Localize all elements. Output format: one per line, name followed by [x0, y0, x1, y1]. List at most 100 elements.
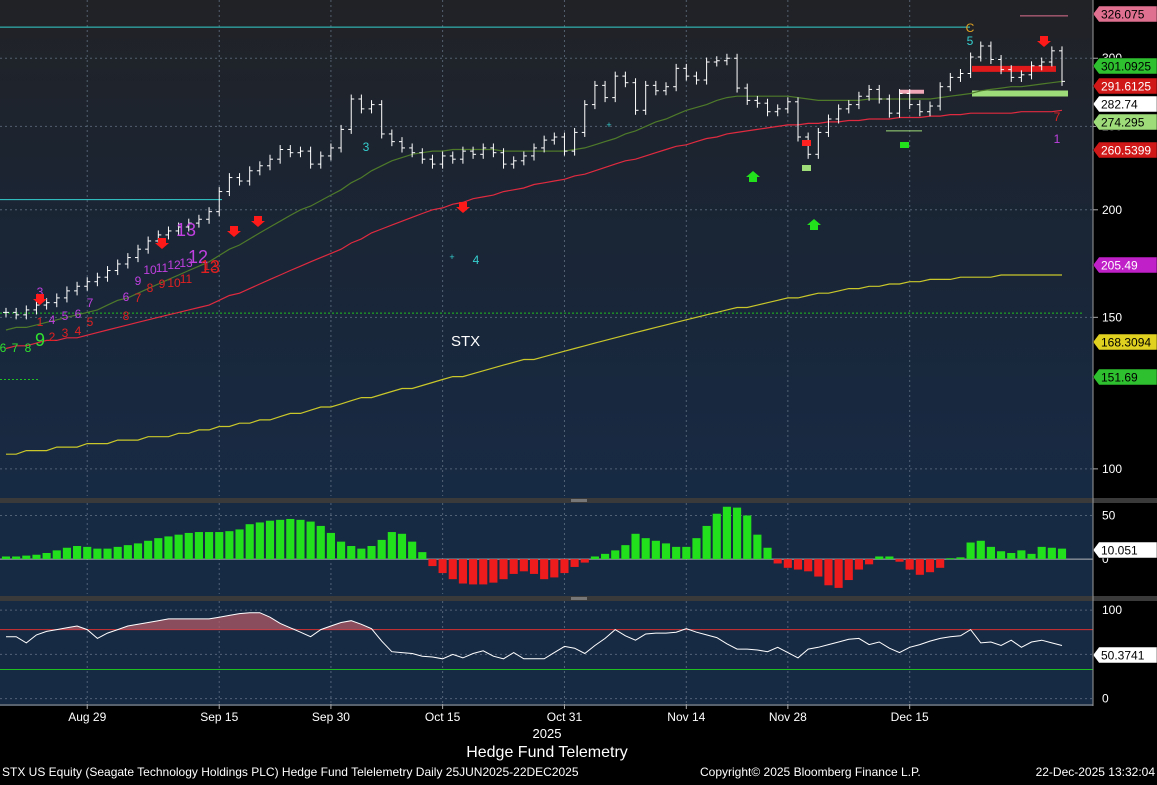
histogram-bar: [540, 559, 549, 580]
histogram-bar: [83, 546, 92, 560]
histogram-bar: [469, 559, 478, 585]
signal-block: [802, 140, 811, 146]
x-tick-label: Nov 28: [769, 710, 807, 724]
count-marker: 5: [62, 309, 69, 323]
histogram-bar: [326, 532, 335, 560]
oscillator-line: [6, 612, 1063, 660]
x-tick-label: Sep 15: [200, 710, 238, 724]
panel-separator[interactable]: [571, 499, 587, 502]
ohlc-bars: [3, 41, 1065, 320]
y-tick-label: 0: [1102, 692, 1109, 706]
count-marker: +: [606, 120, 611, 130]
ticker-annotation: STX: [451, 333, 480, 350]
histogram-bar: [276, 519, 285, 560]
histogram-bar: [986, 546, 995, 560]
count-marker: 12: [167, 258, 181, 272]
level-lines: [0, 15, 1082, 381]
count-marker: 9: [159, 277, 166, 291]
count-marker: 7: [12, 341, 19, 355]
count-marker: 10: [167, 276, 181, 290]
histogram-bar: [194, 532, 203, 560]
y-tick-label: 200: [1102, 203, 1122, 217]
histogram-bar: [367, 546, 376, 560]
count-marker: 5: [967, 34, 974, 48]
count-marker: 1: [37, 315, 44, 329]
sell-arrow-icon: [155, 238, 169, 249]
histogram-bar: [783, 559, 792, 568]
count-marker: 10: [143, 263, 157, 277]
count-marker: 6: [75, 307, 82, 321]
count-marker: 6: [0, 341, 7, 355]
histogram-bar: [590, 556, 599, 560]
histogram-bar: [631, 533, 640, 560]
y-tick-label: 100: [1102, 603, 1122, 617]
price-label: 260.5399: [1092, 141, 1157, 159]
signal-block: [802, 165, 811, 171]
price-label: 301.0925: [1092, 57, 1157, 75]
histogram-bar: [1007, 552, 1016, 560]
histogram-bar: [702, 525, 711, 560]
count-marker: 3: [37, 285, 44, 299]
histogram-bar: [144, 540, 153, 560]
panel-separator[interactable]: [571, 597, 587, 600]
count-marker: 4: [473, 253, 480, 267]
momentum-panel-bg: [0, 503, 1093, 596]
count-marker: 13: [176, 220, 196, 240]
histogram-bar: [753, 534, 762, 560]
histogram-bar: [377, 539, 386, 560]
histogram-bar: [337, 541, 346, 560]
price-label-text: 205.49: [1101, 259, 1138, 273]
histogram-bar: [580, 559, 589, 563]
histogram-bar: [408, 541, 417, 560]
price-label-text: 260.5399: [1101, 144, 1151, 158]
x-tick-label: Oct 15: [425, 710, 461, 724]
price-label-text: 168.3094: [1101, 336, 1151, 350]
histogram-bar: [133, 543, 143, 560]
histogram-bar: [895, 559, 904, 562]
histogram-bar: [956, 557, 965, 560]
histogram-bar: [601, 553, 610, 560]
histogram-bar: [265, 520, 275, 560]
price-label-bg: [1092, 256, 1157, 274]
momentum-value-label-text: 10.051: [1101, 544, 1138, 558]
histogram-bar: [73, 546, 82, 560]
histogram-bar: [154, 538, 163, 560]
histogram-bar: [22, 555, 31, 560]
count-marker: 7: [87, 296, 94, 310]
histogram-bar: [875, 556, 884, 560]
histogram-bar: [387, 532, 396, 560]
histogram-bar: [936, 559, 945, 568]
copyright: Copyright© 2025 Bloomberg Finance L.P.: [700, 765, 921, 779]
sell-arrow-icon: [1037, 36, 1051, 47]
y-tick-label: 0: [1102, 552, 1109, 566]
security-description: STX US Equity (Seagate Technology Holdin…: [2, 765, 579, 779]
count-marker: 4: [49, 313, 56, 327]
buy-arrow-icon: [807, 219, 821, 230]
histogram-bar: [103, 548, 112, 560]
count-marker: 9: [135, 274, 142, 288]
sell-arrow-icon: [456, 202, 470, 213]
histogram-bar: [174, 534, 183, 560]
histogram-bar: [347, 546, 356, 560]
price-label: 326.075: [1092, 5, 1157, 23]
histogram-bar: [763, 547, 772, 560]
histogram-bar: [113, 546, 122, 560]
histogram-bar: [184, 532, 193, 560]
x-axis-year: 2025: [533, 726, 562, 741]
histogram-bar: [865, 559, 874, 565]
histogram-bar: [946, 558, 955, 560]
count-marker: 7: [1054, 110, 1061, 124]
price-label-bg: [1092, 95, 1157, 113]
count-marker: 8: [123, 309, 130, 323]
buy-arrow-icon: [746, 171, 760, 182]
overbought-shade: [6, 612, 1062, 630]
histogram-bar: [915, 559, 924, 575]
price-label: 282.74: [1092, 95, 1157, 113]
price-label: 274.295: [1092, 113, 1157, 131]
count-marker: 9: [35, 330, 45, 350]
histogram-bar: [286, 518, 295, 560]
sell-arrow-icon: [251, 216, 265, 227]
histogram-bar: [560, 559, 569, 574]
histogram-bar: [529, 559, 539, 574]
